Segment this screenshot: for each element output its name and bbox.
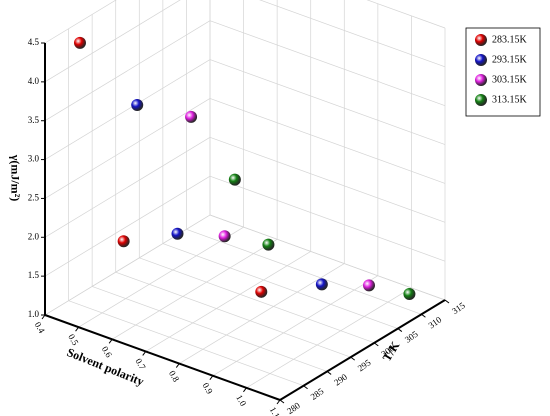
x-tick-label: 1.1 [268, 405, 282, 416]
tick-mark [175, 363, 180, 368]
grid-line [78, 226, 244, 328]
grid-line [186, 228, 422, 315]
grid-line [44, 98, 211, 199]
x-tick-label: 0.4 [33, 320, 48, 335]
grid-line [44, 175, 211, 277]
z-tick-label: 295 [356, 357, 373, 373]
point [131, 98, 144, 111]
z-tick-label: 310 [426, 314, 443, 330]
z-axis [279, 299, 446, 401]
y-axis-title: γ(mJ/m²) [8, 154, 22, 202]
grid-line [44, 0, 117, 44]
grid-line [246, 287, 412, 389]
grid-line [366, 0, 446, 29]
y-tick-label: 4.0 [28, 76, 40, 86]
tick-mark [326, 371, 332, 375]
point [218, 230, 231, 243]
point [403, 288, 416, 301]
legend-label: 283.15K [492, 34, 528, 45]
tick-mark [41, 314, 46, 320]
tick-mark [303, 385, 308, 390]
legend-label: 293.15K [492, 54, 528, 65]
grid-line [145, 251, 311, 352]
grid-line [209, 59, 446, 145]
y-tick-label: 2.5 [28, 192, 40, 202]
tick-mark [373, 342, 379, 347]
x-tick-label: 0.7 [133, 357, 148, 372]
tick-mark [75, 326, 79, 332]
x-tick-label: 0.8 [167, 369, 182, 384]
grid-line [209, 20, 446, 107]
x-tick-label: 1.0 [234, 393, 249, 408]
grid-line [209, 136, 446, 223]
y-tick-label: 3.0 [28, 154, 40, 164]
point [228, 173, 241, 186]
tick-mark [243, 387, 247, 393]
z-tick-label: 305 [403, 329, 420, 345]
grid-line [162, 243, 398, 329]
legend-marker [475, 74, 487, 86]
y-tick-label: 1.5 [28, 270, 40, 280]
grid-line [179, 263, 345, 364]
grid-line [44, 0, 181, 83]
point [73, 36, 86, 49]
legend-marker [475, 34, 487, 46]
grid-line [139, 257, 375, 344]
grid-line [44, 136, 211, 238]
tick-mark [142, 351, 147, 356]
point [262, 238, 275, 251]
point [185, 110, 198, 123]
y-tick-label: 2.0 [28, 231, 40, 241]
grid-line [209, 98, 446, 184]
legend-marker [475, 54, 487, 66]
tick-mark [209, 375, 214, 381]
y-tick-label: 4.5 [28, 37, 40, 47]
point [117, 235, 130, 248]
point [171, 227, 184, 240]
tick-mark [108, 338, 113, 344]
grid-line [212, 275, 379, 377]
z-tick-label: 280 [285, 400, 302, 416]
point [362, 279, 375, 292]
grid-line [209, 214, 446, 301]
point [255, 285, 268, 298]
grid-line [259, 0, 446, 68]
legend-label: 313.15K [492, 94, 528, 105]
legend-label: 303.15K [492, 74, 528, 85]
y-tick-label: 1.0 [28, 309, 40, 319]
tick-mark [444, 299, 450, 304]
grid-line [111, 238, 278, 340]
grid-line [115, 271, 351, 358]
z-tick-label: 315 [450, 300, 467, 316]
x-axis [44, 314, 281, 401]
z-tick-label: 290 [332, 371, 349, 387]
legend-marker [475, 94, 487, 106]
grid-line [44, 59, 211, 160]
tick-mark [421, 313, 426, 318]
grid-line [68, 300, 304, 387]
x-tick-label: 0.9 [201, 381, 216, 396]
tick-mark [279, 399, 285, 404]
grid-line [92, 286, 328, 372]
x-tick-label: 0.5 [66, 332, 81, 347]
y-tick-label: 3.5 [28, 115, 40, 125]
grid-line [44, 20, 211, 122]
z-tick-label: 285 [309, 386, 326, 402]
point [315, 278, 328, 291]
tick-mark [397, 328, 403, 332]
grid-line [44, 214, 211, 316]
tick-mark [276, 399, 281, 405]
tick-mark [350, 356, 356, 361]
grid-line [209, 175, 446, 262]
